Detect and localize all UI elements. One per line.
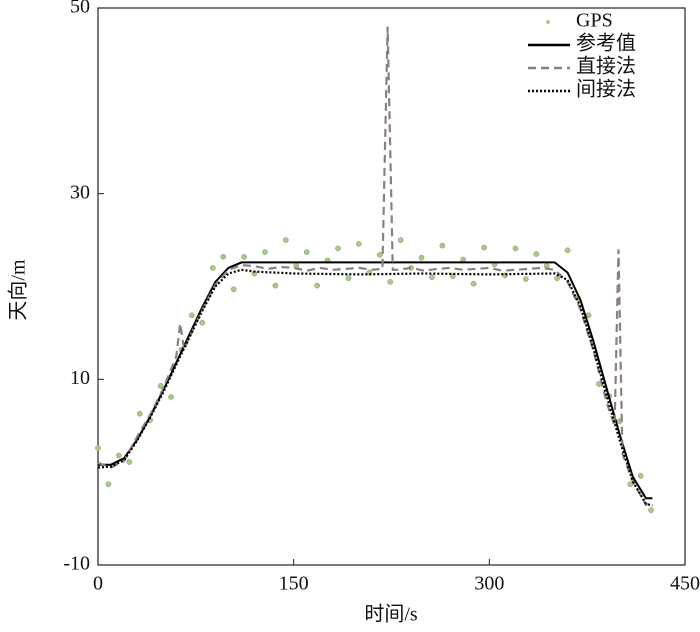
gps-point	[241, 253, 247, 260]
y-tick-label: -10	[63, 553, 90, 575]
gps-point	[627, 481, 634, 488]
gps-point	[95, 445, 101, 451]
y-tick-label: 30	[70, 181, 90, 203]
legend-label: 参考值	[576, 32, 636, 55]
gps-point	[345, 275, 352, 281]
gps-point	[439, 242, 446, 249]
x-tick-label: 300	[474, 573, 504, 595]
legend-label: GPS	[576, 10, 613, 32]
y-tick-label: 10	[70, 367, 90, 389]
gps-point	[157, 382, 164, 389]
gps-point	[564, 247, 571, 254]
gps-point	[168, 394, 174, 400]
gps-point	[387, 279, 394, 285]
gps-point	[397, 237, 404, 243]
x-tick-label: 150	[279, 573, 309, 595]
plot-frame	[97, 7, 686, 566]
x-axis-label: 时间/s	[364, 603, 418, 626]
gps-point	[648, 507, 654, 514]
series-line	[98, 261, 653, 500]
gps-point	[523, 276, 529, 282]
gps-point	[272, 282, 279, 289]
gps-point	[376, 252, 383, 258]
gps-point	[554, 275, 561, 281]
legend-label: 直接法	[576, 55, 636, 78]
gps-point	[303, 249, 310, 256]
gps-point	[533, 251, 540, 257]
gps-point	[230, 286, 237, 293]
gps-point	[105, 481, 112, 488]
gps-point	[637, 473, 644, 479]
gps-point	[262, 249, 268, 256]
legend-label: 间接法	[576, 78, 636, 101]
gps-point	[460, 256, 467, 263]
gps-point	[470, 280, 477, 287]
gps-point	[209, 265, 216, 271]
gps-point	[136, 410, 143, 417]
gps-point	[481, 244, 487, 251]
legend-swatch	[546, 20, 550, 24]
gps-point	[314, 282, 320, 289]
x-tick-label: 450	[670, 573, 700, 595]
gps-point	[282, 237, 289, 243]
gps-point	[335, 245, 341, 252]
series-line	[97, 268, 653, 507]
series-line	[97, 26, 653, 507]
y-axis-label: 天向/m	[7, 259, 30, 321]
gps-point	[126, 459, 133, 465]
gps-point	[429, 274, 435, 281]
gps-point	[199, 319, 206, 326]
gps-point	[418, 254, 425, 261]
gps-point	[220, 253, 227, 260]
y-tick-label: 50	[70, 0, 90, 18]
gps-point	[189, 312, 195, 319]
gps-point	[116, 452, 122, 459]
gps-point	[512, 245, 519, 252]
gps-point	[356, 240, 362, 247]
x-tick-label: 0	[93, 573, 103, 595]
